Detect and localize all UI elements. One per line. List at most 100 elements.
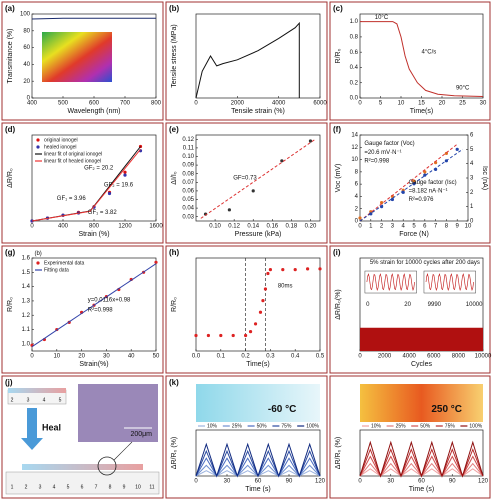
legend-label: Fitting data bbox=[44, 267, 69, 273]
y2-tick-label: 4 bbox=[470, 161, 474, 167]
data-point bbox=[107, 191, 112, 196]
panel-frame bbox=[165, 122, 328, 244]
annotation: 80ms bbox=[278, 283, 293, 289]
legend-label: original ionogel bbox=[44, 137, 78, 143]
y-tick-label: 20 bbox=[23, 79, 30, 85]
legend-label: 25% bbox=[396, 423, 407, 429]
x-tick-label: 0.20 bbox=[305, 224, 317, 230]
y-tick-label: 4 bbox=[355, 194, 359, 200]
x-tick-label: 3 bbox=[391, 224, 395, 230]
annotation: y=0.0116x+0.98 bbox=[88, 297, 131, 303]
annotation: 250 °C bbox=[431, 404, 462, 415]
annotation: Gauge factor (Isc) bbox=[409, 180, 457, 186]
x-axis-label: Strain(%) bbox=[79, 361, 108, 368]
legend-label: 25% bbox=[232, 423, 243, 429]
ruler-label: 5 bbox=[59, 397, 62, 403]
y-tick-label: 6 bbox=[355, 182, 359, 188]
x-tick-label: 60 bbox=[255, 479, 262, 485]
series-line bbox=[359, 448, 484, 478]
y-tick-label: 0.07 bbox=[182, 180, 194, 186]
x-tick-label: 10 bbox=[398, 101, 405, 107]
panel-label: (j) bbox=[5, 378, 13, 387]
panel-frame bbox=[1, 245, 164, 374]
y-axis-label: Transmitance (%) bbox=[7, 29, 14, 84]
panel-label: (a) bbox=[5, 4, 15, 13]
x-tick-label: 0 bbox=[358, 354, 362, 360]
y2-tick-label: 5 bbox=[470, 147, 474, 153]
legend-label: healed ionogel bbox=[44, 144, 77, 150]
ruler-label: 3 bbox=[27, 397, 30, 403]
gel-strip bbox=[22, 464, 143, 470]
x-tick-label: 120 bbox=[478, 479, 489, 485]
y-tick-label: 1.5 bbox=[22, 270, 31, 276]
x-tick-label: 4000 bbox=[403, 354, 417, 360]
y2-tick-label: 6 bbox=[470, 133, 474, 139]
photo-inset bbox=[196, 384, 320, 422]
annotation: 9990 bbox=[428, 302, 442, 308]
legend-label: 75% bbox=[445, 423, 456, 429]
y-tick-label: 2 bbox=[355, 206, 359, 212]
x-tick-label: 0 bbox=[30, 354, 34, 360]
x-axis-label: Pressure (kPa) bbox=[235, 231, 282, 238]
series-line bbox=[359, 148, 463, 222]
data-point bbox=[261, 299, 265, 303]
annotation: -60 °C bbox=[268, 404, 296, 415]
y-axis-label: R/R₀ bbox=[7, 297, 14, 312]
panel-label: (f) bbox=[333, 125, 341, 134]
data-point bbox=[251, 189, 255, 193]
ruler-label: 8 bbox=[109, 484, 112, 490]
y-tick-label: 1.1 bbox=[22, 327, 31, 333]
x-tick-label: 0.5 bbox=[316, 354, 325, 360]
data-point bbox=[455, 147, 459, 151]
series-line bbox=[200, 138, 316, 219]
y-tick-label: 0 bbox=[355, 219, 359, 225]
annotation: Gauge factor (Voc) bbox=[364, 141, 414, 147]
x-tick-label: 4 bbox=[402, 224, 406, 230]
y2-axis-label: Isc (nA) bbox=[481, 166, 488, 190]
legend-label: 10% bbox=[207, 423, 218, 429]
ruler-label: 10 bbox=[135, 484, 141, 490]
series-line bbox=[195, 442, 321, 478]
data-point bbox=[281, 268, 285, 272]
x-axis-label: Strain (%) bbox=[78, 231, 109, 238]
annotation: GF₂ = 20.2 bbox=[84, 165, 114, 171]
y-tick-label: 0 bbox=[27, 96, 31, 102]
legend-swatch bbox=[36, 261, 40, 265]
x-tick-label: 50 bbox=[153, 354, 160, 360]
x-tick-label: 600 bbox=[89, 101, 100, 107]
plot-area bbox=[31, 257, 157, 352]
annotation: 20 bbox=[404, 302, 411, 308]
y-axis-label: ΔR/R₀ bbox=[7, 168, 14, 188]
x-tick-label: 6000 bbox=[313, 101, 327, 107]
y-tick-label: 0.03 bbox=[182, 214, 194, 220]
x-tick-label: 1600 bbox=[149, 224, 163, 230]
x-tick-label: 0.16 bbox=[266, 224, 278, 230]
y2-tick-label: 2 bbox=[470, 190, 474, 196]
x-tick-label: 25 bbox=[459, 101, 466, 107]
x-axis-label: Cycles bbox=[411, 361, 433, 368]
x-tick-label: 0 bbox=[358, 101, 362, 107]
data-point bbox=[358, 216, 362, 220]
y-tick-label: 0.06 bbox=[182, 188, 194, 194]
x-tick-label: 5 bbox=[412, 224, 416, 230]
y-axis-label: Tensile stress (MPa) bbox=[171, 24, 178, 87]
y-tick-label: 60 bbox=[23, 45, 30, 51]
x-axis-label: Wavelength (nm) bbox=[67, 108, 120, 115]
data-point bbox=[219, 333, 223, 338]
scale-label: 200μm bbox=[130, 431, 152, 438]
x-tick-label: 6 bbox=[423, 224, 427, 230]
x-tick-label: 10 bbox=[465, 224, 472, 230]
data-point bbox=[263, 287, 268, 291]
data-point bbox=[154, 260, 158, 264]
data-point bbox=[248, 330, 253, 334]
legend-label: Experimental data bbox=[44, 260, 85, 266]
legend-label: linear fit of original ionogel bbox=[44, 151, 102, 157]
zoom-circle bbox=[97, 456, 117, 476]
data-point bbox=[253, 322, 258, 326]
y-tick-label: 0.12 bbox=[182, 137, 194, 143]
data-point bbox=[266, 271, 270, 276]
data-point bbox=[280, 159, 284, 163]
x-tick-label: 0.14 bbox=[247, 224, 259, 230]
x-tick-label: 0 bbox=[30, 224, 34, 230]
x-tick-label: 8000 bbox=[452, 354, 466, 360]
